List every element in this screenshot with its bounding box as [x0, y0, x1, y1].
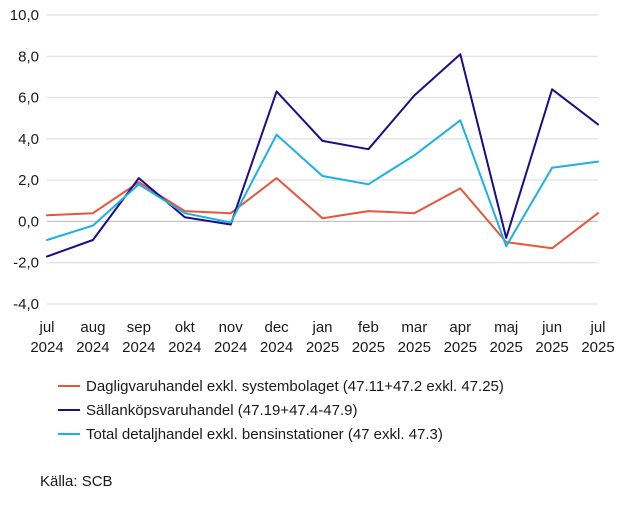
- x-tick-month: sep: [127, 319, 151, 336]
- legend-item-dagligvaruhandel: Dagligvaruhandel exkl. systembolaget (47…: [58, 374, 504, 398]
- x-tick-year: 2024: [260, 339, 293, 356]
- x-tick-year: 2025: [535, 339, 568, 356]
- y-tick-label: 0,0: [18, 213, 39, 230]
- x-tick-month: dec: [264, 319, 289, 336]
- legend-item-total-detaljhandel: Total detaljhandel exkl. bensinstationer…: [58, 422, 504, 446]
- legend-label: Total detaljhandel exkl. bensinstationer…: [86, 425, 443, 443]
- x-tick-year: 2025: [398, 339, 431, 356]
- legend-swatch: [58, 433, 80, 435]
- y-tick-label: 10,0: [10, 7, 39, 24]
- x-tick-year: 2024: [122, 339, 155, 356]
- x-tick-month: aug: [80, 319, 105, 336]
- y-tick-label: 2,0: [18, 172, 39, 189]
- legend-label: Sällanköpsvaruhandel (47.19+47.4-47.9): [86, 401, 358, 419]
- x-tick-month: jul: [589, 319, 605, 336]
- x-tick-month: mar: [401, 319, 427, 336]
- series-line-1: [46, 53, 599, 258]
- x-tick-month: jul: [38, 319, 54, 336]
- source-note: Källa: SCB: [40, 473, 113, 490]
- x-tick-year: 2025: [306, 339, 339, 356]
- x-tick-month: okt: [175, 319, 196, 336]
- legend-swatch: [58, 409, 80, 411]
- y-tick-label: -2,0: [13, 255, 39, 272]
- x-tick-month: maj: [494, 319, 518, 336]
- x-tick-month: apr: [449, 319, 471, 336]
- series-line-0: [46, 177, 599, 250]
- y-axis-ticks: 10,0 8,0 6,0 4,0 2,0 0,0 -2,0 -4,0: [10, 7, 39, 313]
- x-tick-year: 2024: [76, 339, 109, 356]
- x-tick-year: 2024: [30, 339, 63, 356]
- x-tick-year: 2025: [444, 339, 477, 356]
- series-line-2: [46, 119, 599, 248]
- y-tick-label: 8,0: [18, 48, 39, 65]
- gridlines: [47, 14, 598, 305]
- legend: Dagligvaruhandel exkl. systembolaget (47…: [58, 374, 504, 446]
- legend-item-sallankopsvaruhandel: Sällanköpsvaruhandel (47.19+47.4-47.9): [58, 398, 504, 422]
- x-tick-year: 2025: [489, 339, 522, 356]
- series-lines: [46, 53, 599, 258]
- line-chart: 10,0 8,0 6,0 4,0 2,0 0,0 -2,0 -4,0 jul 2024 aug 20…: [10, 7, 615, 356]
- legend-swatch: [58, 385, 80, 387]
- y-tick-label: 4,0: [18, 131, 39, 148]
- y-tick-label: -4,0: [13, 296, 39, 313]
- x-tick-year: 2024: [214, 339, 247, 356]
- y-tick-label: 6,0: [18, 90, 39, 107]
- x-axis-ticks: jul 2024 aug 2024 sep 2024 okt 2024 nov 2024 dec 20…: [30, 319, 614, 356]
- x-tick-month: jan: [311, 319, 332, 336]
- x-tick-month: jun: [541, 319, 562, 336]
- x-tick-year: 2025: [352, 339, 385, 356]
- x-tick-year: 2024: [168, 339, 201, 356]
- x-tick-month: nov: [219, 319, 244, 336]
- x-tick-year: 2025: [581, 339, 614, 356]
- x-tick-month: feb: [358, 319, 379, 336]
- legend-label: Dagligvaruhandel exkl. systembolaget (47…: [86, 377, 504, 395]
